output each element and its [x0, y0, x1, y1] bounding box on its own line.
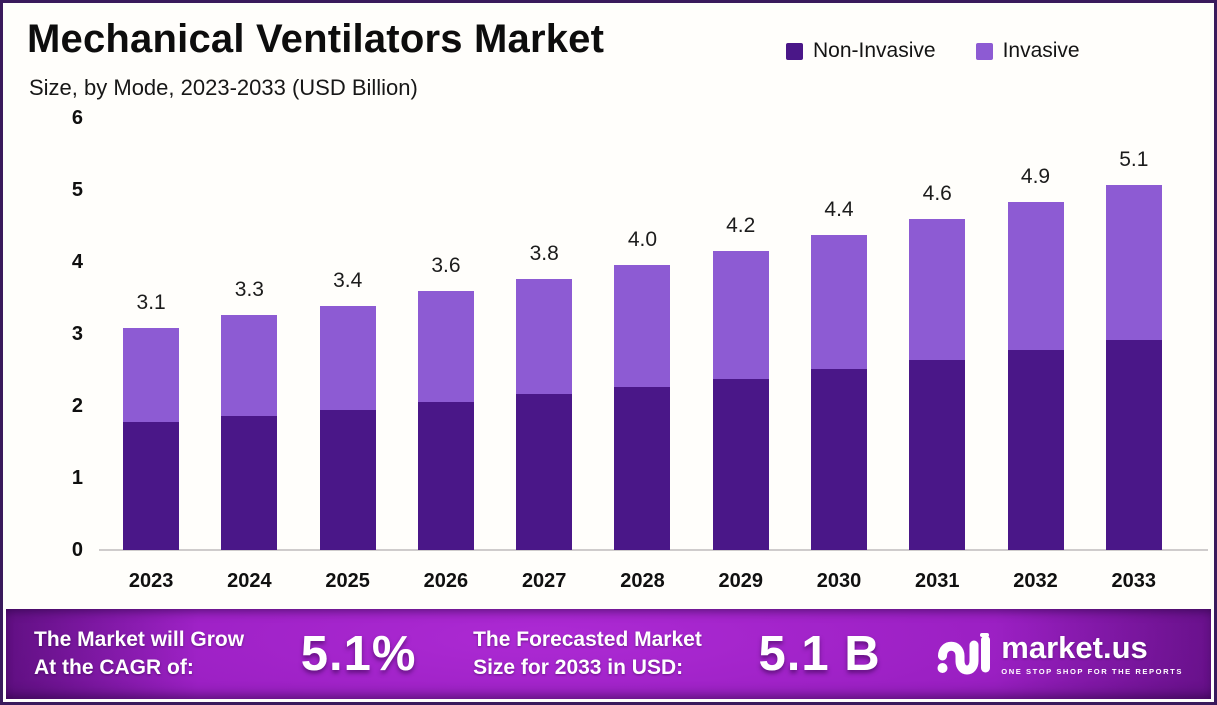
bar-segment-non-invasive [417, 402, 474, 550]
bar-group-2030: 4.4 2030 [790, 118, 888, 592]
marketus-logo: market.us ONE STOP SHOP FOR THE REPORTS [937, 631, 1183, 677]
x-axis-label: 2025 [325, 570, 370, 592]
bar-total-label: 4.6 [922, 182, 952, 205]
legend-swatch-non-invasive [786, 42, 803, 60]
bar-segment-invasive [614, 265, 671, 387]
bars-area: 3.1 2023 3.3 2024 3.4 2025 3.6 2026 3.8 2027 4.0 20… [102, 118, 1183, 592]
bar-stack [614, 265, 671, 550]
legend-label: Non-Invasive [813, 39, 936, 62]
bar-total-label: 3.8 [529, 242, 559, 265]
x-axis-line [99, 549, 1208, 551]
bar-group-2029: 4.2 2029 [692, 118, 790, 592]
bar-segment-non-invasive [909, 360, 966, 550]
bar-segment-invasive [417, 291, 474, 402]
logo-name: market.us [1001, 630, 1148, 665]
bar-segment-non-invasive [1105, 340, 1162, 550]
cagr-value: 5.1% [300, 627, 417, 681]
forecast-value: 5.1 B [758, 627, 881, 681]
bar-total-label: 3.3 [234, 278, 264, 301]
bar-stack [712, 251, 769, 550]
page-title: Mechanical Ventilators Market [27, 17, 605, 61]
footer-banner: The Market will Grow At the CAGR of: 5.1… [6, 609, 1211, 699]
bar-segment-non-invasive [810, 369, 867, 550]
bar-segment-invasive [221, 315, 278, 416]
x-axis-label: 2030 [816, 570, 862, 592]
y-axis-tick-label: 6 [71, 107, 83, 129]
y-axis-tick-label: 0 [71, 539, 83, 561]
y-axis-tick-label: 1 [71, 467, 83, 489]
stacked-bar-chart: 0 1 2 3 4 5 6 3.1 2023 3.3 2024 3.4 2025 3.6 2026 3.8 2… [3, 3, 1214, 702]
x-axis-label: 2032 [1013, 570, 1058, 592]
bar-group-2032: 4.9 2032 [986, 118, 1084, 592]
y-axis-tick-label: 4 [71, 251, 83, 273]
bar-group-2025: 3.4 2025 [299, 118, 397, 592]
bar-stack [221, 315, 278, 550]
x-axis-label: 2033 [1111, 570, 1157, 592]
bar-stack [516, 279, 573, 550]
legend-item-non-invasive: Non-Invasive [786, 39, 936, 63]
bar-total-label: 4.0 [627, 228, 658, 251]
x-axis-label: 2026 [423, 570, 469, 592]
bar-stack [810, 235, 867, 550]
bar-total-label: 3.1 [136, 291, 166, 314]
marketus-logo-icon [937, 633, 991, 675]
x-axis-label: 2028 [620, 570, 665, 592]
bar-group-2024: 3.3 2024 [200, 118, 298, 592]
bar-segment-invasive [810, 235, 867, 369]
bar-segment-non-invasive [516, 394, 573, 550]
forecast-label: The Forecasted Market Size for 2033 in U… [473, 628, 702, 679]
y-axis-tick-label: 5 [71, 179, 83, 201]
legend: Non-Invasive Invasive [786, 39, 1080, 63]
bar-segment-invasive [909, 219, 966, 360]
bar-total-label: 4.9 [1020, 165, 1051, 188]
legend-item-invasive: Invasive [975, 39, 1080, 63]
bar-stack [417, 291, 474, 550]
x-axis-label: 2027 [521, 570, 567, 592]
bar-segment-non-invasive [319, 410, 376, 550]
bar-total-label: 4.4 [824, 198, 854, 221]
bar-stack [1007, 202, 1064, 550]
bar-segment-invasive [712, 251, 769, 379]
bar-group-2033: 5.1 2033 [1085, 118, 1183, 592]
bar-group-2023: 3.1 2023 [102, 118, 200, 592]
bar-total-label: 3.6 [431, 254, 461, 277]
bar-segment-invasive [123, 328, 180, 422]
bar-total-label: 4.2 [726, 214, 756, 237]
logo-tagline: ONE STOP SHOP FOR THE REPORTS [1001, 667, 1183, 676]
bar-segment-non-invasive [123, 422, 180, 550]
bar-segment-non-invasive [712, 379, 769, 550]
bar-total-label: 5.1 [1119, 148, 1149, 171]
bar-group-2026: 3.6 2026 [397, 118, 495, 592]
cagr-label: The Market will Grow At the CAGR of: [34, 628, 245, 679]
legend-label: Invasive [1002, 39, 1080, 62]
bar-total-label: 3.4 [333, 269, 363, 292]
x-axis-label: 2023 [128, 570, 174, 592]
chart-subtitle: Size, by Mode, 2023-2033 (USD Billion) [29, 75, 418, 100]
x-axis-label: 2029 [718, 570, 763, 592]
bar-stack [909, 219, 966, 550]
bar-group-2031: 4.6 2031 [888, 118, 986, 592]
bar-segment-invasive [1105, 185, 1162, 340]
x-axis-label: 2024 [227, 570, 272, 592]
bar-segment-non-invasive [221, 416, 278, 550]
bar-group-2028: 4.0 2028 [593, 118, 691, 592]
bar-stack [123, 328, 180, 550]
bar-stack [319, 306, 376, 550]
bar-segment-non-invasive [614, 387, 671, 550]
bar-segment-invasive [1007, 202, 1064, 350]
bar-stack [1105, 185, 1162, 550]
x-axis-label: 2031 [915, 570, 960, 592]
y-axis-tick-label: 3 [71, 323, 83, 345]
bar-segment-invasive [516, 279, 573, 394]
bar-segment-invasive [319, 306, 376, 410]
bar-segment-non-invasive [1007, 350, 1064, 550]
legend-swatch-invasive [975, 42, 993, 60]
bar-group-2027: 3.8 2027 [495, 118, 593, 592]
y-axis-tick-label: 2 [71, 395, 83, 417]
